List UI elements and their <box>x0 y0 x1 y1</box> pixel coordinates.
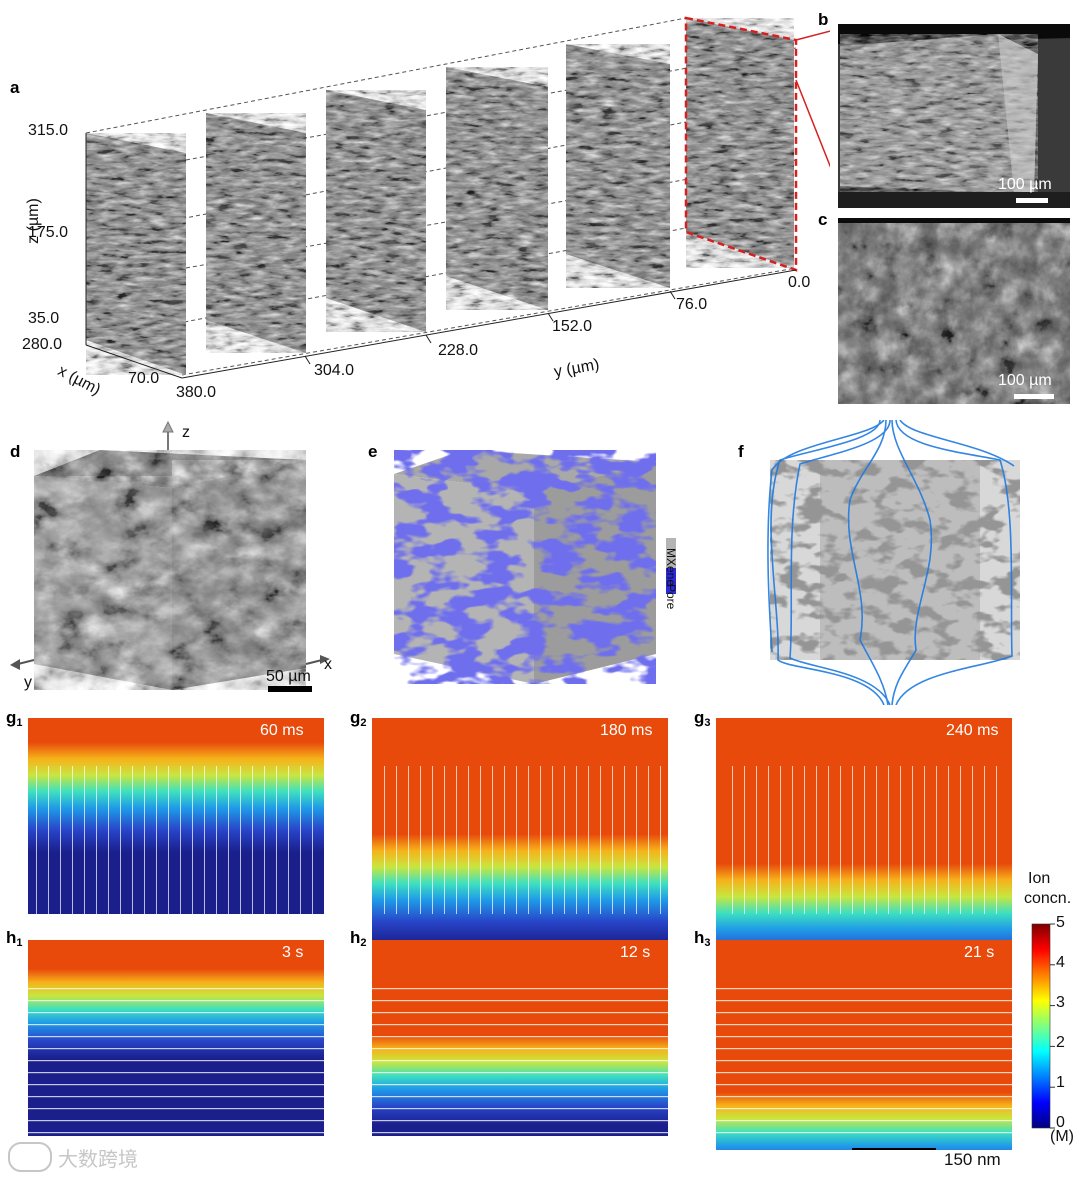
g2-concentration-map <box>372 718 668 945</box>
panel-e-segmented-cube <box>394 450 676 684</box>
colorbar-tick-0: 0 <box>1056 1114 1065 1131</box>
z-axis-label: z (µm) <box>25 198 42 244</box>
panel-d-axis-z: z <box>182 424 190 441</box>
panel-c-scale-bar <box>1014 394 1054 399</box>
watermark: 大数跨境 <box>8 1142 138 1172</box>
panel-f-streamline-cube <box>767 420 1020 705</box>
panel-b-scale-bar-label: 100 µm <box>998 176 1052 193</box>
panel-label-g3: g3 <box>694 708 711 729</box>
h2-time-label: 12 s <box>620 944 651 961</box>
panel-label-a: a <box>10 78 20 97</box>
colorbar-title-line2: concn. <box>1024 890 1072 907</box>
panel-e-legend-mxene: MXene <box>664 548 678 587</box>
panel-label-f: f <box>738 442 744 461</box>
y-tick-0: 0.0 <box>788 274 811 291</box>
panel-d-axis-y: y <box>24 674 32 691</box>
panel-c-scale-bar-label: 100 µm <box>998 372 1052 389</box>
y-tick-228: 228.0 <box>438 342 479 359</box>
panel-label-h2: h2 <box>350 928 367 949</box>
panel-label-h3: h3 <box>694 928 711 949</box>
panel-label-g1: g1 <box>6 708 23 729</box>
h1-concentration-map <box>28 940 324 1136</box>
panel-d-tomo-cube <box>10 420 330 692</box>
colorbar-tick-4: 4 <box>1056 954 1065 971</box>
g3-concentration-map <box>716 718 1012 974</box>
g1-concentration-map <box>28 718 324 914</box>
z-tick-175: 175.0 <box>28 224 69 241</box>
y-tick-304: 304.0 <box>314 362 355 379</box>
z-tick-315: 315.0 <box>28 122 69 139</box>
panel-label-c: c <box>818 210 828 229</box>
sim-scale-bar-label: 150 nm <box>944 1150 1001 1169</box>
panel-a-slice-stack <box>85 16 830 379</box>
g2-time-label: 180 ms <box>600 722 653 739</box>
colorbar-unit: (M) <box>1050 1128 1074 1145</box>
y-tick-380: 380.0 <box>176 384 217 401</box>
watermark-text: 大数跨境 <box>58 1146 138 1171</box>
panel-label-e: e <box>368 442 378 461</box>
panel-label-h1: h1 <box>6 928 23 949</box>
panel-b-scale-bar <box>1016 198 1048 203</box>
colorbar-tick-3: 3 <box>1056 994 1065 1011</box>
colorbar-gradient <box>1031 923 1051 1129</box>
g3-time-label: 240 ms <box>946 722 999 739</box>
y-tick-76: 76.0 <box>676 296 708 313</box>
colorbar-tick-5: 5 <box>1056 914 1065 931</box>
z-tick-35: 35.0 <box>28 310 60 327</box>
panel-b-sem-image: 100 µm <box>838 24 1070 208</box>
panel-c-sem-image: 100 µm <box>838 218 1070 404</box>
colorbar-tick-1: 1 <box>1056 1074 1065 1091</box>
y-tick-152: 152.0 <box>552 318 593 335</box>
colorbar-tick-2: 2 <box>1056 1034 1065 1051</box>
x-tick-280: 280.0 <box>22 336 63 353</box>
panel-label-b: b <box>818 10 829 29</box>
h3-time-label: 21 s <box>964 944 995 961</box>
h3-concentration-map <box>716 940 1012 1150</box>
h2-concentration-map <box>372 940 668 1136</box>
x-tick-70: 70.0 <box>128 370 160 387</box>
panel-d-scale-bar-label: 50 µm <box>266 668 311 685</box>
h1-time-label: 3 s <box>282 944 304 961</box>
panel-label-g2: g2 <box>350 708 367 729</box>
watermark-logo-icon <box>8 1142 52 1172</box>
panel-d-axis-x: x <box>324 656 332 673</box>
colorbar-title-line1: Ion <box>1028 870 1051 887</box>
panel-e-legend-pore: Pore <box>664 584 678 610</box>
sim-scale-bar <box>852 1148 936 1150</box>
g1-time-label: 60 ms <box>260 722 304 739</box>
simulation-maps <box>28 718 1055 1150</box>
panel-label-d: d <box>10 442 21 461</box>
